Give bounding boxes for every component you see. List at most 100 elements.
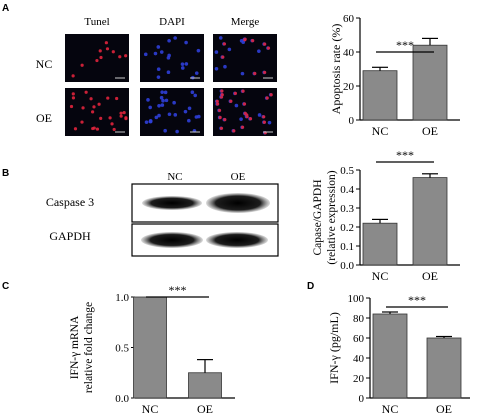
micro-dot-dapi bbox=[159, 95, 164, 100]
y-tick-label: 60 bbox=[353, 333, 365, 345]
micro-dot-tunel bbox=[265, 96, 269, 100]
y-tick-label: 20 bbox=[353, 373, 365, 385]
micro-dot-dapi bbox=[163, 90, 168, 95]
y-axis-label: Capase/GAPDH bbox=[312, 179, 324, 255]
bar-oe bbox=[426, 337, 462, 399]
y-tick-label: 20 bbox=[343, 81, 355, 93]
chart-ifn_mrna: 0.0 0.5 1.0 NC OE *** IFN-γ mRNA relative fold … bbox=[69, 283, 235, 416]
micro-dot-dapi bbox=[167, 53, 171, 58]
micro-dot-tunel bbox=[241, 89, 245, 93]
micro-dot-dapi bbox=[257, 49, 261, 53]
micro-dot-tunel bbox=[92, 105, 96, 109]
y-axis-label: IFN-γ (pg/mL) bbox=[327, 312, 341, 384]
bar-nc bbox=[362, 222, 398, 266]
y-axis-label: IFN-γ mRNA bbox=[69, 315, 81, 379]
micro-dot-dapi bbox=[187, 106, 192, 111]
micro-dot-tunel bbox=[105, 47, 110, 51]
micro-cell-r1-c0 bbox=[65, 88, 129, 136]
panel-letter-a: A bbox=[2, 3, 9, 14]
micro-dot-dapi bbox=[234, 103, 239, 108]
micro-dot-tunel bbox=[104, 41, 108, 45]
micro-cell-r0-c1 bbox=[140, 34, 204, 82]
micro-dot-dapi bbox=[148, 118, 153, 123]
micro-dot-tunel bbox=[112, 127, 116, 132]
col-header-tunel: Tunel bbox=[84, 16, 109, 28]
micro-dot-dapi bbox=[180, 62, 185, 66]
micro-dot-tunel bbox=[89, 97, 93, 101]
micro-dot-dapi bbox=[180, 66, 185, 70]
micro-dot-tunel bbox=[108, 116, 112, 120]
micro-dot-tunel bbox=[91, 110, 95, 114]
micro-dot-dapi bbox=[161, 98, 165, 103]
micro-dot-dapi bbox=[196, 48, 201, 53]
micro-dot-dapi bbox=[194, 71, 199, 75]
blot-band-gapdh-oe bbox=[206, 232, 268, 248]
micro-dot-tunel bbox=[106, 96, 110, 100]
chart-caspase: 0.0 0.1 0.2 0.3 0.4 0.5 NC OE *** Capase/GAPDH (re… bbox=[312, 148, 460, 283]
y-tick-label: 0 bbox=[349, 115, 355, 127]
y-tick-label: 100 bbox=[348, 293, 365, 305]
micro-dot-tunel bbox=[73, 127, 78, 131]
micro-dot-dapi bbox=[184, 40, 188, 45]
micro-dot-tunel bbox=[243, 38, 247, 42]
row-label-nc: NC bbox=[36, 57, 53, 71]
micro-dot-dapi bbox=[187, 118, 191, 123]
significance-label: *** bbox=[408, 293, 426, 307]
micro-dot-tunel bbox=[218, 115, 222, 120]
micro-dot-dapi bbox=[143, 52, 148, 57]
blot-header-nc: NC bbox=[167, 171, 182, 183]
micro-dot-tunel bbox=[110, 122, 114, 126]
micro-dot-dapi bbox=[156, 67, 161, 71]
micro-dot-tunel bbox=[99, 55, 103, 60]
micro-dot-tunel bbox=[124, 117, 128, 121]
micro-dot-tunel bbox=[98, 49, 102, 53]
micro-dot-tunel bbox=[248, 117, 253, 121]
category-label: OE bbox=[436, 402, 452, 416]
col-header-merge: Merge bbox=[231, 16, 260, 28]
micro-dot-dapi bbox=[218, 36, 223, 40]
micro-dot-dapi bbox=[163, 128, 167, 133]
category-label: OE bbox=[197, 402, 213, 416]
micro-dot-tunel bbox=[240, 125, 245, 129]
y-axis-label: (relative expression) bbox=[326, 170, 338, 264]
category-label: OE bbox=[422, 124, 438, 138]
y-tick-label: 80 bbox=[353, 313, 365, 325]
micro-dot-tunel bbox=[217, 108, 222, 113]
category-label: OE bbox=[422, 269, 438, 283]
significance-label: *** bbox=[396, 148, 414, 162]
panel-letter-d: D bbox=[307, 281, 314, 292]
col-header-dapi: DAPI bbox=[159, 16, 185, 28]
micro-background bbox=[140, 88, 204, 136]
bar-nc bbox=[362, 70, 398, 121]
bar-oe bbox=[188, 372, 222, 399]
blot-header-oe: OE bbox=[231, 171, 246, 183]
micro-dot-tunel bbox=[221, 55, 225, 59]
micro-cell-r1-c2 bbox=[213, 88, 277, 136]
micro-dot-tunel bbox=[219, 126, 224, 130]
micro-dot-dapi bbox=[157, 104, 161, 108]
blot-label-gapdh: GAPDH bbox=[49, 229, 91, 243]
y-tick-label: 0.2 bbox=[340, 222, 354, 234]
bar-nc bbox=[372, 313, 408, 399]
micro-dot-tunel bbox=[266, 46, 271, 50]
micro-dot-tunel bbox=[80, 63, 84, 67]
y-tick-label: 0.5 bbox=[115, 343, 129, 355]
micro-dot-tunel bbox=[69, 104, 74, 109]
micro-dot-dapi bbox=[160, 90, 164, 94]
micro-dot-dapi bbox=[190, 90, 195, 95]
micro-cell-r0-c2 bbox=[213, 34, 277, 82]
micro-dot-tunel bbox=[80, 120, 84, 124]
y-tick-label: 1.0 bbox=[115, 292, 129, 304]
micro-dot-dapi bbox=[144, 120, 149, 124]
blot-band-caspase3-nc bbox=[142, 196, 202, 210]
category-label: NC bbox=[372, 269, 389, 283]
micro-cell-r0-c0 bbox=[65, 34, 129, 82]
micro-dot-dapi bbox=[154, 115, 159, 120]
category-label: NC bbox=[372, 124, 389, 138]
micro-dot-dapi bbox=[156, 45, 161, 49]
micro-dot-dapi bbox=[193, 93, 198, 98]
micro-dot-dapi bbox=[267, 120, 272, 125]
micro-dot-tunel bbox=[232, 129, 236, 133]
